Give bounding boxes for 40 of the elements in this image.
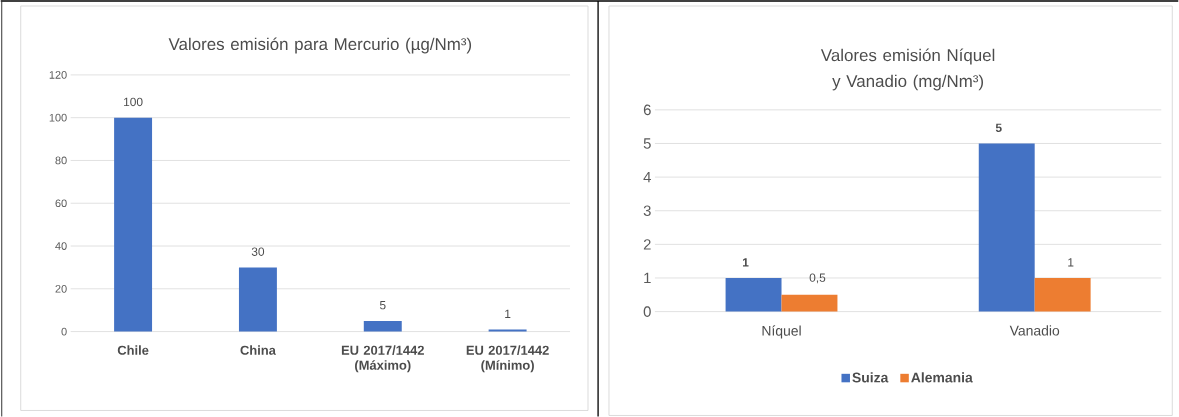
y-tick-label: 0 [61, 327, 67, 336]
x-tick-label: China [240, 345, 276, 355]
y-tick-label: 60 [55, 199, 67, 208]
bar [238, 267, 277, 332]
y-tick-label: 2 [643, 239, 651, 250]
data-label: 1 [742, 258, 749, 267]
y-tick-label: 1 [644, 272, 651, 283]
data-label: 5 [379, 300, 386, 310]
legend-label: Alemania [911, 372, 973, 383]
y-tick-label: 40 [55, 242, 67, 250]
y-tick-label: 4 [643, 171, 651, 183]
y-tick-label: 0 [643, 306, 651, 317]
x-tick-label: EU 2017/1442 (Máximo) [341, 345, 424, 373]
y-tick-label: 5 [643, 138, 651, 149]
y-tick-label: 6 [643, 104, 651, 116]
bar [488, 329, 527, 332]
data-label: 0,5 [809, 273, 826, 284]
data-label: 5 [995, 123, 1002, 132]
bar [363, 320, 402, 332]
data-label: 100 [124, 97, 143, 107]
y-tick-label: 120 [49, 70, 67, 79]
x-tick-label: Níquel [762, 325, 801, 339]
y-tick-label: 80 [55, 156, 67, 165]
y-tick-label: 100 [49, 113, 67, 122]
y-tick-label: 20 [55, 284, 67, 293]
y-tick-label: 3 [643, 205, 651, 216]
x-tick-label: Chile [117, 345, 149, 355]
bar [114, 117, 153, 332]
legend-label: Suiza [852, 372, 889, 383]
x-tick-label: Vanadio [1009, 325, 1060, 336]
x-tick-label: EU 2017/1442 (Mínimo) [466, 345, 549, 373]
bar [978, 143, 1035, 312]
chart-title: Valores emisión Níquel y Vanadio (mg/Nm³) [820, 48, 995, 91]
data-label: 1 [505, 309, 511, 318]
bar [781, 294, 838, 312]
bar [1034, 277, 1091, 312]
chart-title: Valores emisión para Mercurio (µg/Nm³) [168, 37, 472, 54]
bar [725, 277, 782, 312]
data-label: 1 [1068, 258, 1074, 267]
data-label: 30 [251, 247, 265, 256]
